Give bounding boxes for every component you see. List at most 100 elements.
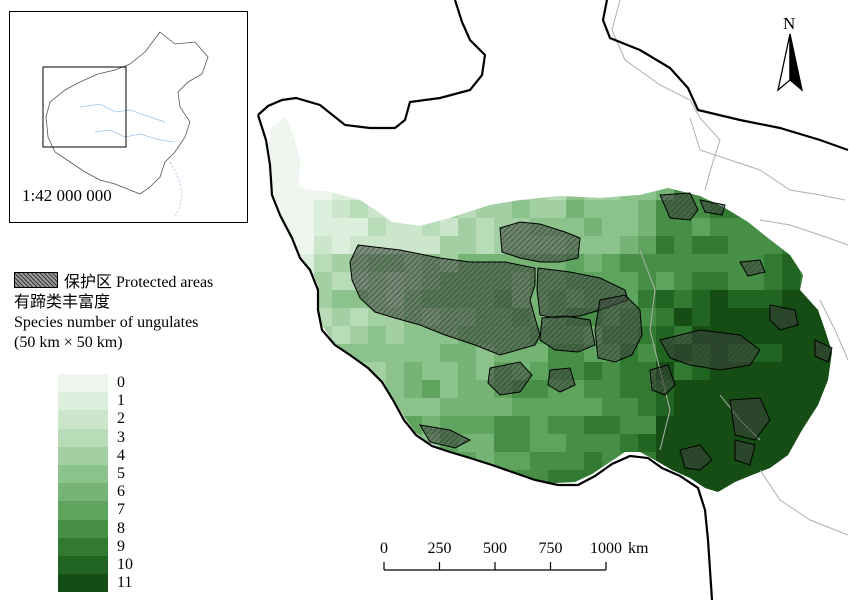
richness-cell [782, 344, 800, 362]
richness-cell [836, 290, 850, 308]
richness-cell [782, 416, 800, 434]
richness-cell [674, 164, 692, 182]
legend-class-swatch [58, 428, 108, 447]
richness-cell [268, 290, 278, 308]
richness-cell [710, 398, 728, 416]
richness-cell [350, 326, 368, 344]
legend-class-label: 5 [117, 464, 125, 482]
richness-cell [268, 146, 278, 164]
richness-cell [422, 398, 440, 416]
richness-cell [494, 146, 512, 164]
richness-cell [278, 416, 296, 434]
richness-cell [674, 290, 692, 308]
richness-cell [314, 200, 332, 218]
richness-cell [422, 452, 440, 470]
richness-cell [458, 362, 476, 380]
richness-cell [422, 362, 440, 380]
richness-cell [386, 118, 404, 128]
richness-cell [656, 236, 674, 254]
richness-cell [278, 146, 296, 164]
richness-cell [268, 236, 278, 254]
richness-cell [800, 290, 818, 308]
richness-cell [836, 272, 850, 290]
richness-cell [332, 128, 350, 146]
richness-cell [268, 488, 278, 492]
richness-cell [268, 326, 278, 344]
richness-cell [530, 200, 548, 218]
richness-cell [620, 254, 638, 272]
richness-cell [314, 344, 332, 362]
richness-cell [584, 182, 602, 200]
richness-cell [296, 470, 314, 488]
richness-cell [548, 416, 566, 434]
richness-cell [268, 470, 278, 488]
richness-cell [278, 398, 296, 416]
richness-cell [386, 182, 404, 200]
richness-cell [800, 488, 818, 492]
richness-cell [674, 272, 692, 290]
richness-cell [458, 236, 476, 254]
richness-cell [296, 326, 314, 344]
richness-cell [386, 416, 404, 434]
richness-cell [268, 416, 278, 434]
legend-grid-size: (50 km × 50 km) [14, 334, 123, 351]
richness-cell [512, 146, 530, 164]
richness-cell [782, 326, 800, 344]
richness-cell [620, 164, 638, 182]
richness-cell [674, 218, 692, 236]
richness-cell [278, 164, 296, 182]
richness-cell [800, 236, 818, 254]
richness-cell [728, 308, 746, 326]
richness-cell [728, 380, 746, 398]
richness-cell [566, 200, 584, 218]
richness-cell [332, 380, 350, 398]
richness-cell [314, 470, 332, 488]
protected-area-swatch [14, 272, 58, 288]
inset-map: 1:42 000 000 [9, 11, 248, 223]
richness-cell [728, 164, 746, 182]
richness-cell [836, 200, 850, 218]
richness-cell [746, 290, 764, 308]
richness-cell [404, 344, 422, 362]
richness-cell [620, 128, 638, 146]
richness-cell [404, 380, 422, 398]
richness-cell [764, 470, 782, 488]
richness-cell [602, 416, 620, 434]
richness-cell [332, 326, 350, 344]
richness-cell [494, 118, 512, 128]
richness-cell [494, 398, 512, 416]
richness-cell [638, 118, 656, 128]
richness-cell [620, 488, 638, 492]
richness-cell [710, 380, 728, 398]
richness-cell [422, 236, 440, 254]
richness-cell [476, 128, 494, 146]
richness-cell [584, 380, 602, 398]
scale-tick-label: 0 [380, 540, 388, 557]
richness-cell [638, 128, 656, 146]
richness-cell [746, 362, 764, 380]
richness-cell [674, 236, 692, 254]
richness-cell [620, 272, 638, 290]
legend-class-label: 10 [117, 555, 133, 573]
richness-cell [638, 470, 656, 488]
legend-class-label: 11 [117, 574, 133, 592]
richness-cell [656, 254, 674, 272]
richness-cell [296, 290, 314, 308]
richness-cell [818, 290, 832, 308]
richness-cell [386, 380, 404, 398]
richness-cell [566, 128, 584, 146]
legend-class-swatch [58, 501, 108, 520]
richness-cell [692, 416, 710, 434]
richness-cell [278, 326, 296, 344]
richness-cell [494, 488, 512, 492]
richness-cell [764, 326, 782, 344]
richness-cell [764, 164, 782, 182]
richness-cell [278, 344, 296, 362]
richness-cell [512, 452, 530, 470]
richness-cell [746, 182, 764, 200]
richness-cell [710, 290, 728, 308]
richness-cell [512, 164, 530, 182]
richness-cell [818, 326, 832, 344]
richness-cell [440, 118, 458, 128]
richness-cell [386, 344, 404, 362]
